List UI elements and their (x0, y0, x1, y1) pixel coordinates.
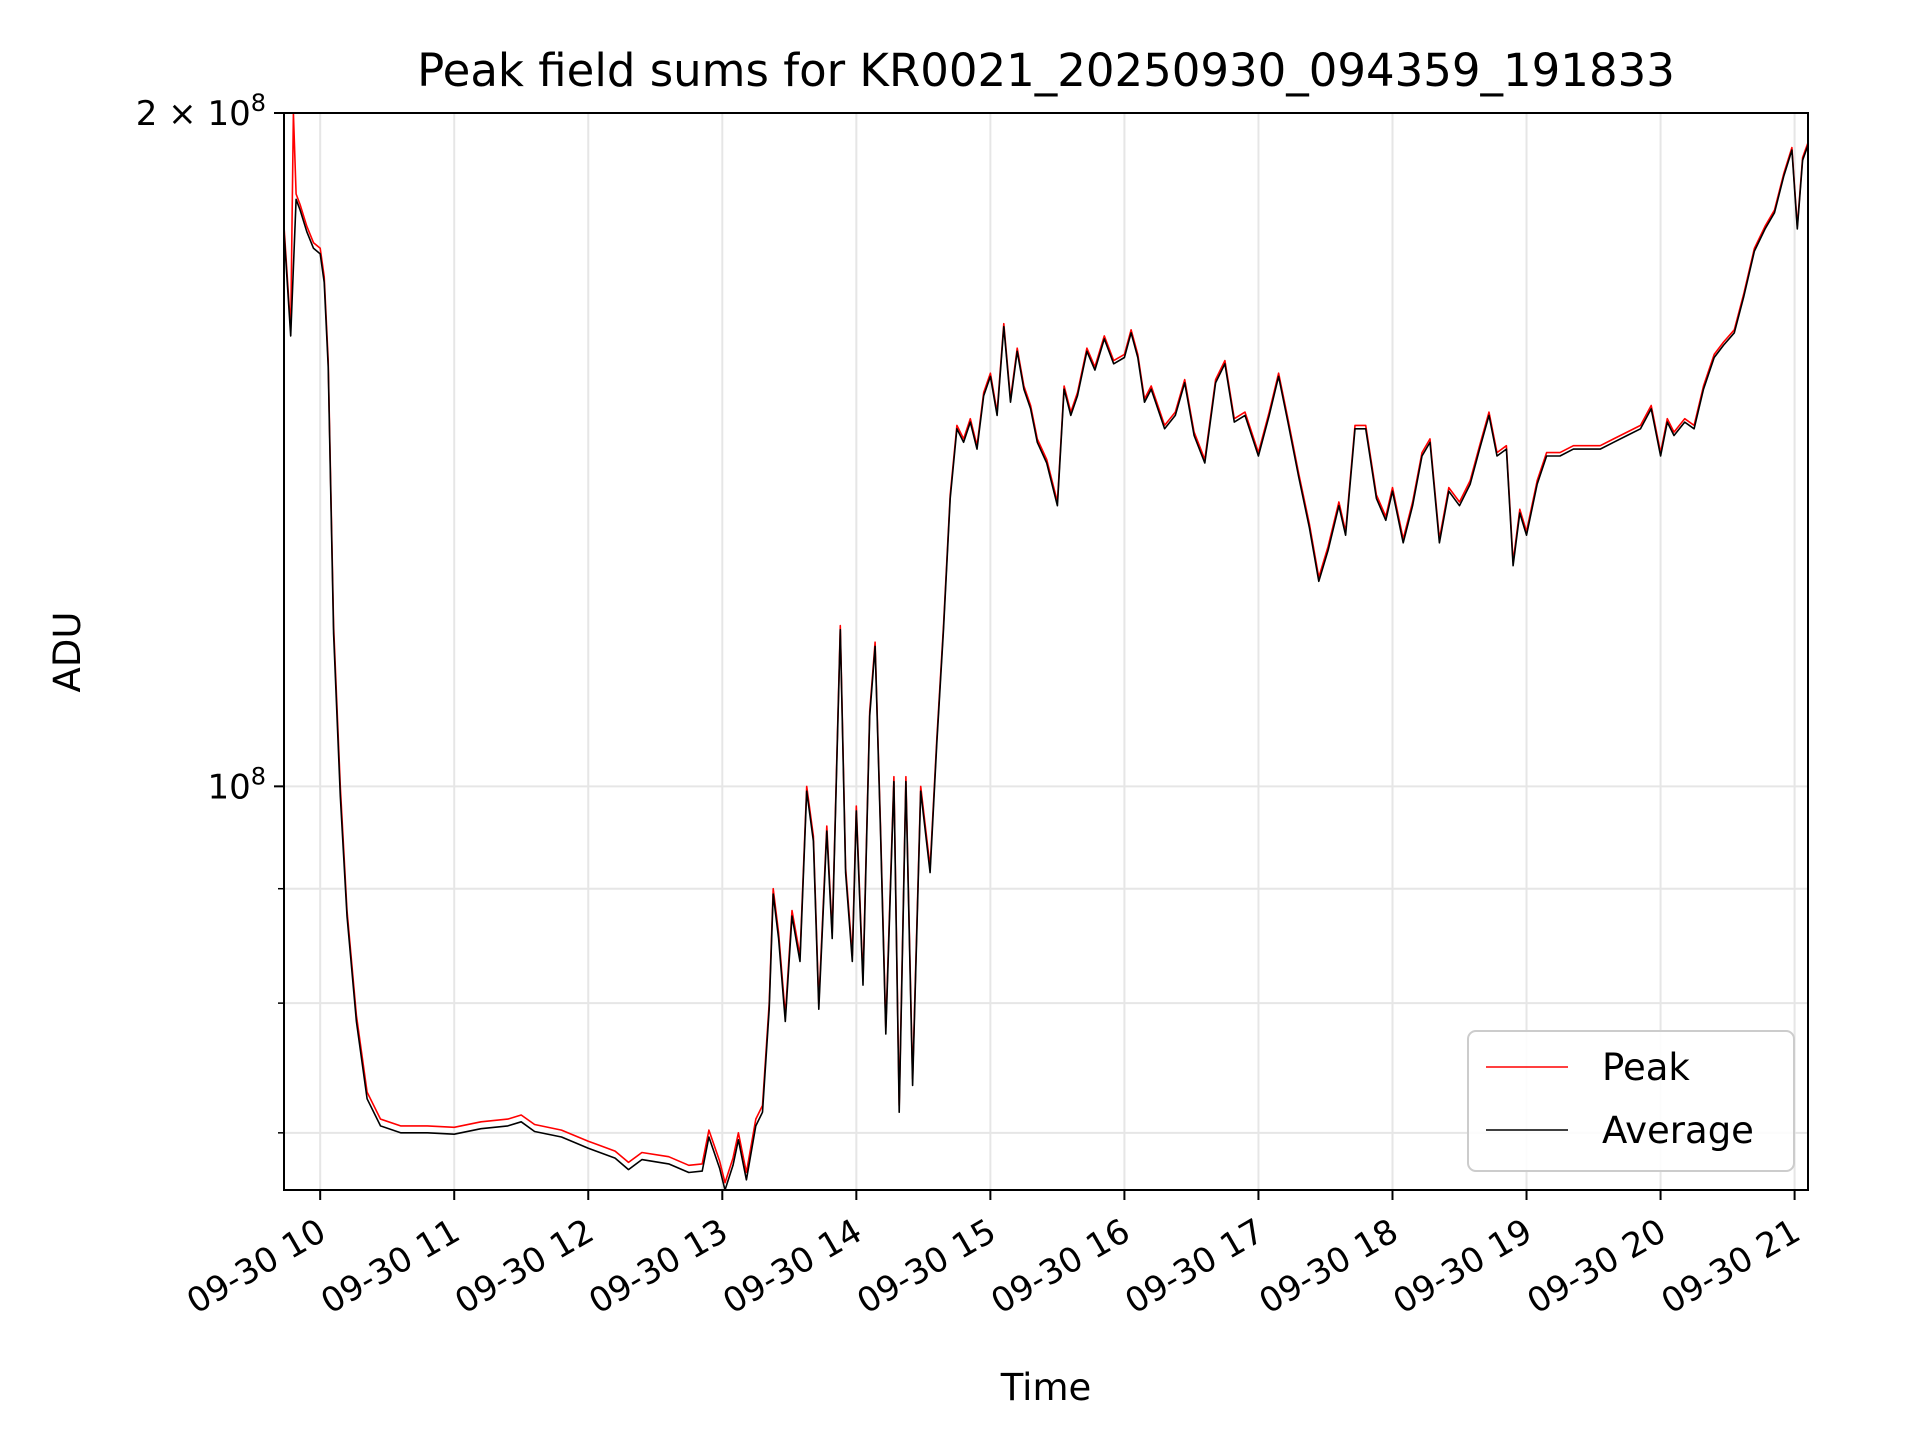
series-line-peak (284, 113, 1808, 1184)
y-tick-label: 108 (207, 762, 266, 807)
legend: Peak Average (1467, 1030, 1795, 1172)
y-tick-label: 2 × 108 (136, 89, 266, 134)
x-axis-label: Time (1000, 1366, 1092, 1409)
y-axis-label: ADU (46, 612, 89, 693)
series-layer (284, 113, 1808, 1190)
series-line-average (284, 144, 1808, 1190)
legend-label-average: Average (1602, 1109, 1754, 1152)
plot-frame (283, 112, 1809, 1191)
chart-title: Peak field sums for KR0021_20250930_0943… (417, 44, 1675, 97)
legend-label-peak: Peak (1602, 1046, 1690, 1089)
legend-box (1467, 1030, 1795, 1172)
